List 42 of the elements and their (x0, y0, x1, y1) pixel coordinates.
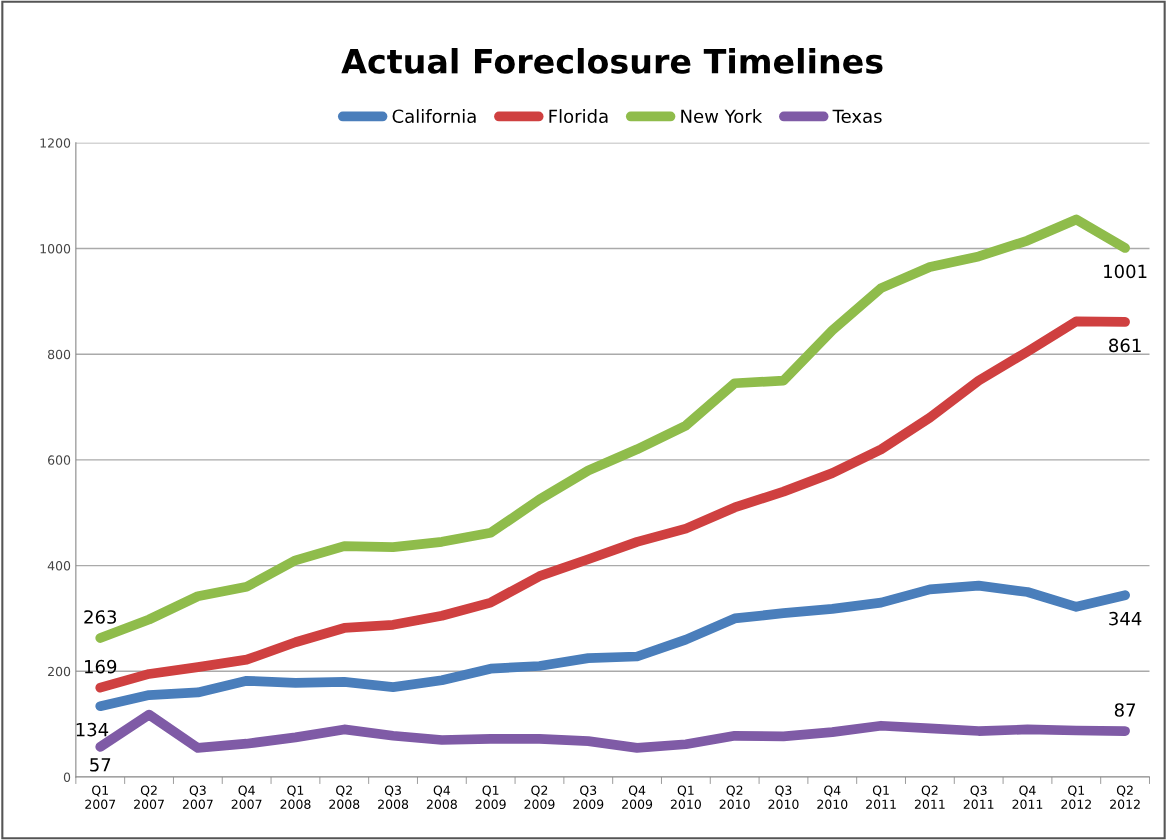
x-tick-label: Q1 2010 (670, 785, 701, 810)
data-label: 344 (1109, 611, 1142, 626)
x-tick-label: Q2 2007 (134, 785, 164, 810)
x-tick-label: Q3 2007 (182, 785, 213, 810)
legend-label: New York (681, 109, 763, 124)
y-tick-label: 1200 (40, 138, 71, 148)
y-tick-label: 600 (48, 455, 71, 465)
x-tick-label: Q1 2008 (280, 785, 311, 810)
y-tick-label: 800 (47, 349, 71, 360)
x-tick-label: Q4 2007 (231, 785, 262, 810)
x-tick-label: Q3 2010 (768, 785, 799, 810)
x-tick-label: Q1 2007 (85, 785, 116, 810)
data-label: 861 (1109, 338, 1141, 353)
y-tick-label: 400 (47, 561, 71, 571)
legend-label: Texas (832, 109, 882, 124)
x-tick-label: Q2 2012 (1110, 785, 1140, 810)
data-label: 134 (76, 722, 109, 737)
data-label: 1001 (1104, 264, 1147, 279)
y-tick-label: 0 (63, 772, 71, 782)
y-tick-label: 200 (48, 666, 71, 677)
x-tick-label: Q1 2011 (866, 785, 896, 810)
x-tick-label: Q1 2009 (475, 785, 506, 810)
y-tick-label: 1000 (40, 243, 71, 254)
x-tick-label: Q4 2008 (426, 785, 457, 810)
x-tick-label: Q2 2008 (329, 785, 360, 810)
x-tick-label: Q2 2009 (524, 785, 555, 810)
data-label: 87 (1114, 703, 1136, 717)
x-tick-label: Q1 2012 (1061, 785, 1091, 810)
legend-label: California (392, 109, 476, 124)
chart-title: Actual Foreclosure Timelines (341, 48, 883, 74)
x-tick-label: Q2 2011 (914, 785, 945, 810)
data-label: 169 (85, 659, 117, 674)
data-label: 263 (84, 610, 117, 624)
x-tick-label: Q3 2009 (573, 785, 604, 810)
x-tick-label: Q4 2011 (1012, 785, 1043, 810)
x-tick-label: Q3 2008 (378, 785, 409, 810)
x-tick-label: Q2 2010 (719, 785, 750, 810)
data-label: 57 (90, 758, 111, 772)
x-tick-label: Q3 2011 (963, 785, 994, 810)
x-tick-label: Q4 2010 (817, 785, 848, 810)
x-tick-label: Q4 2009 (622, 785, 653, 810)
legend-label: Florida (549, 109, 608, 124)
